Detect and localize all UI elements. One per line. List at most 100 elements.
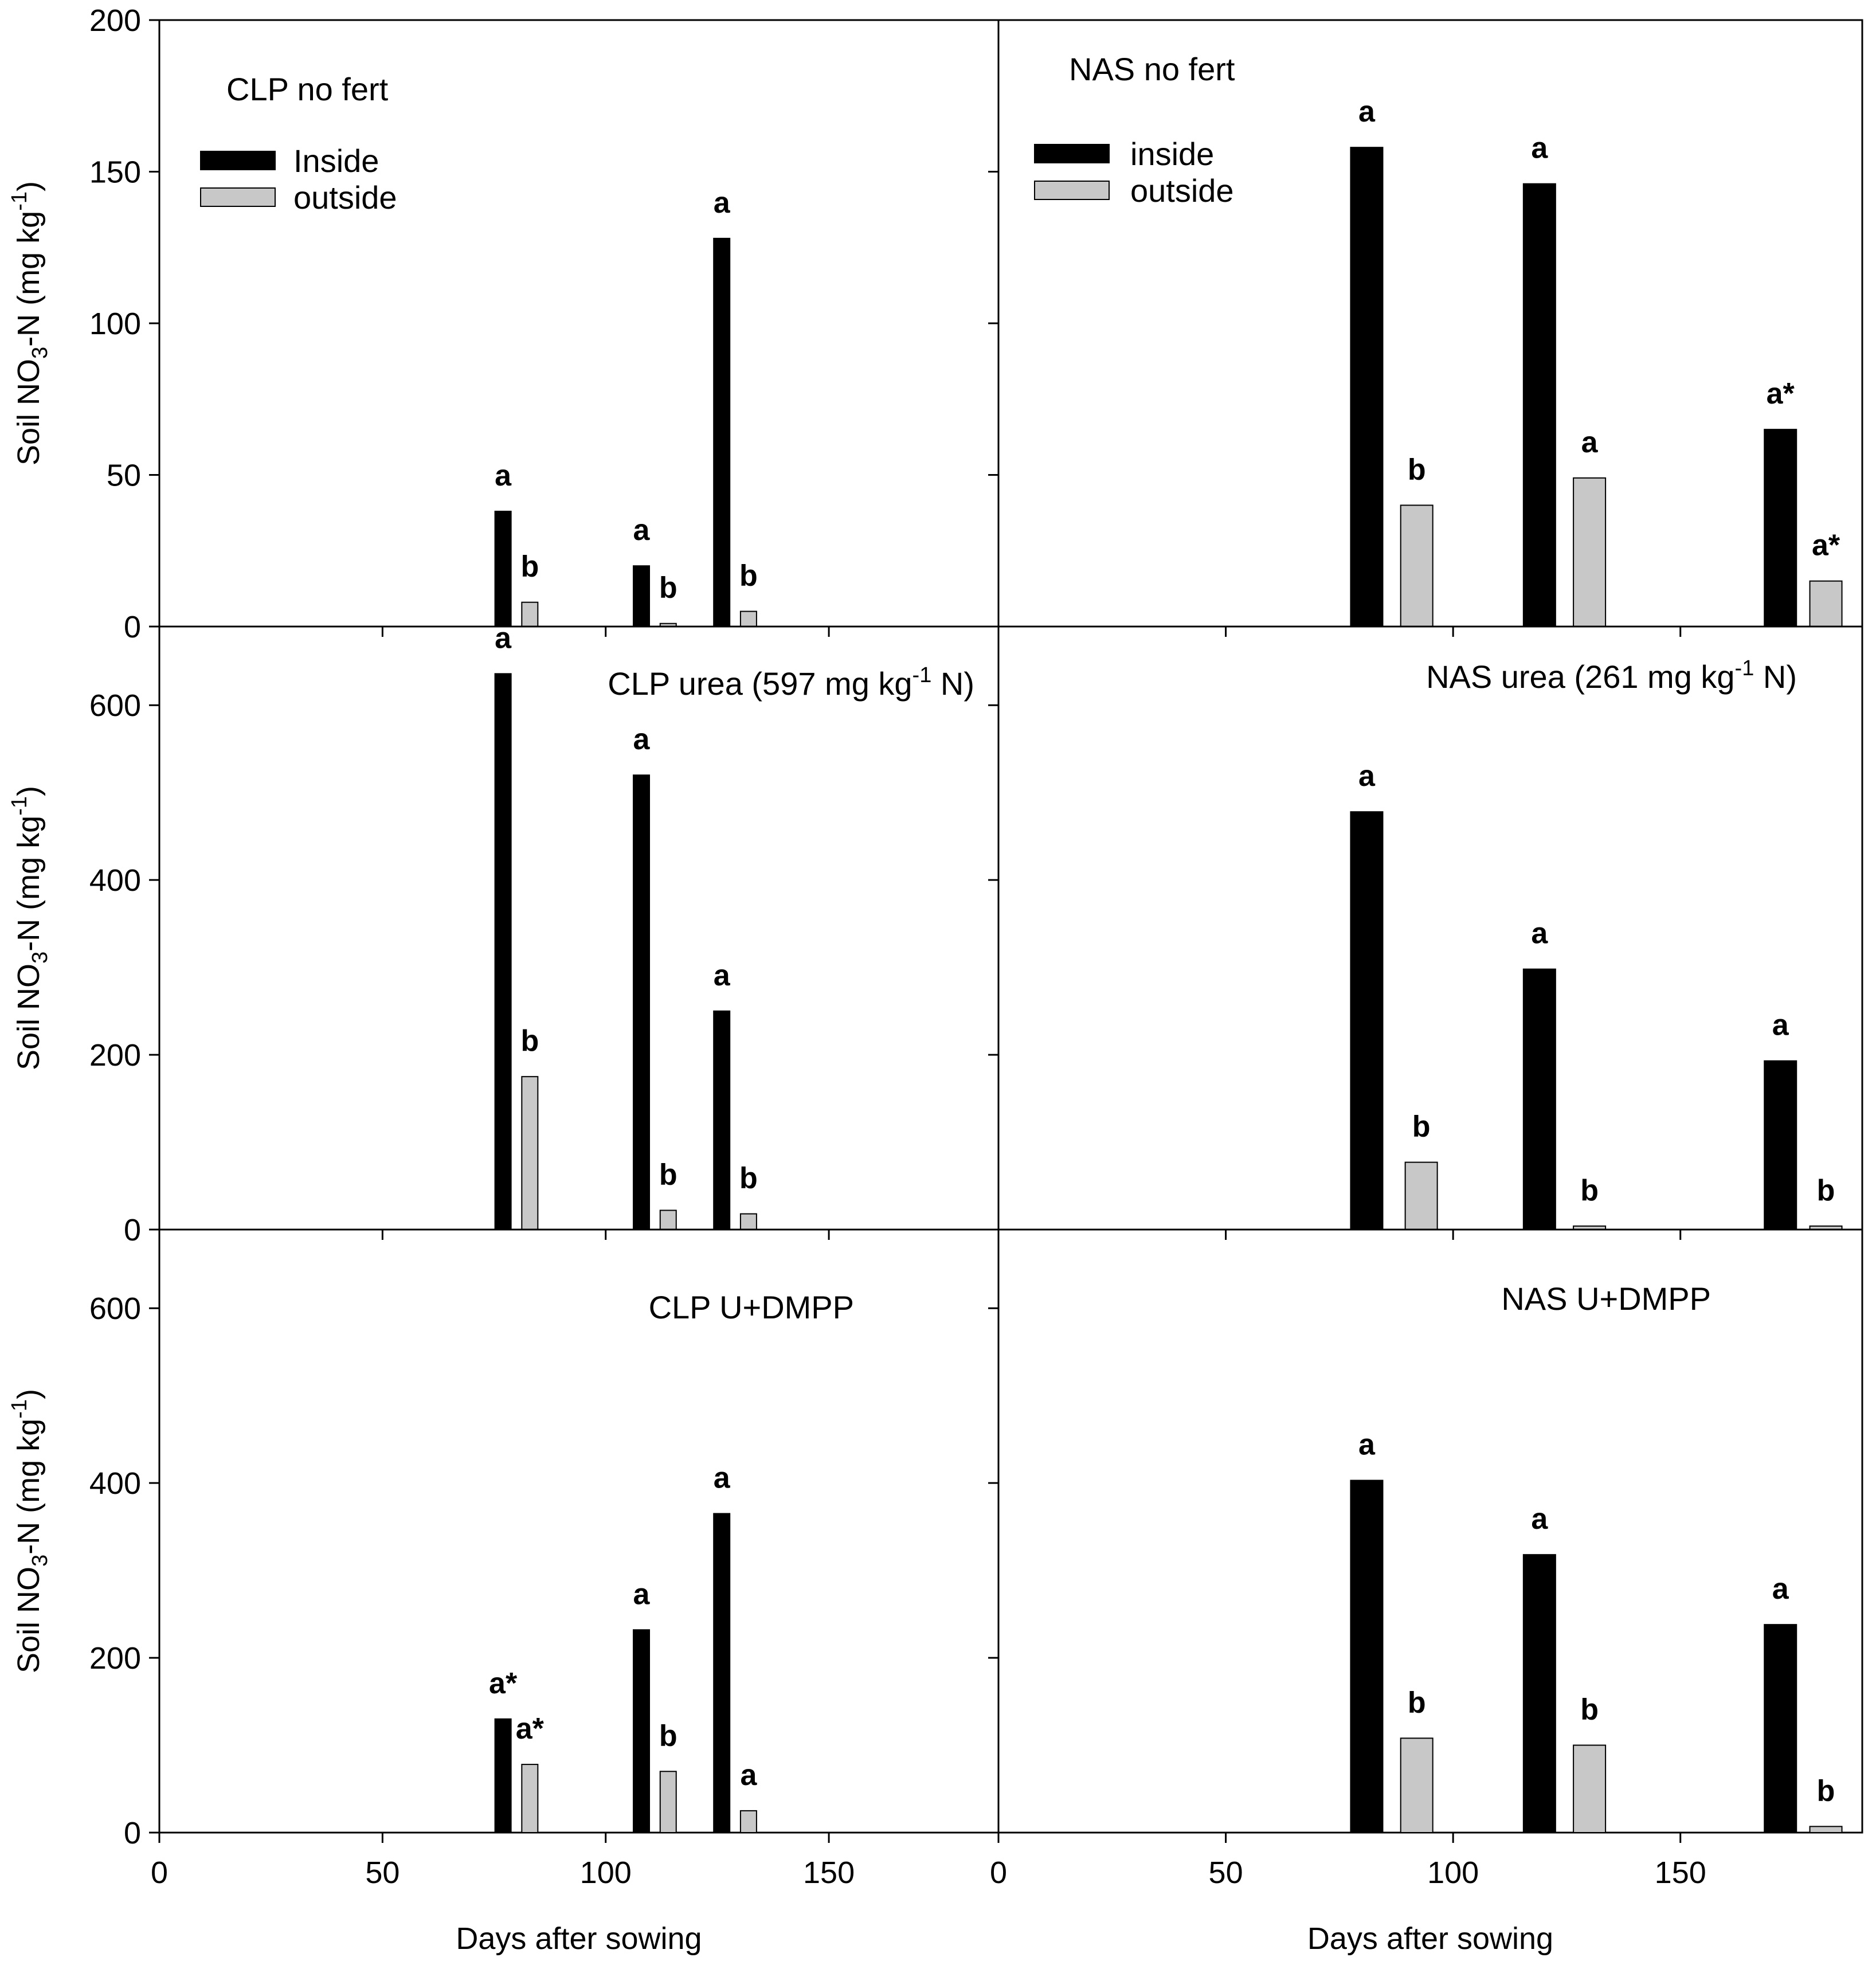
bar-inside xyxy=(1350,147,1384,627)
significance-label: a xyxy=(714,959,731,992)
x-tick-label: 0 xyxy=(990,1856,1007,1890)
bar-inside xyxy=(1522,183,1556,628)
y-axis-label: Soil NO3-N (mg kg-1) xyxy=(7,786,52,1070)
bar-outside xyxy=(521,1076,539,1230)
bar-outside xyxy=(739,1810,757,1833)
significance-label: a* xyxy=(489,1667,518,1700)
y-tick-label: 600 xyxy=(89,688,141,723)
panel-title: CLP U+DMPP xyxy=(649,1289,854,1325)
bar-inside xyxy=(1764,1060,1797,1230)
significance-label: b xyxy=(1580,1174,1599,1207)
bar-inside xyxy=(1350,811,1384,1230)
significance-label: b xyxy=(739,559,758,593)
plot-frame xyxy=(158,1228,1000,1834)
bar-inside xyxy=(494,1718,512,1834)
panel-title: NAS urea (261 mg kg-1 N) xyxy=(1426,656,1797,695)
y-tick-label: 400 xyxy=(89,1466,141,1501)
significance-label: a* xyxy=(1812,529,1840,562)
bar-outside xyxy=(659,1209,677,1231)
legend-swatch xyxy=(1034,144,1110,163)
significance-label: a xyxy=(633,1578,651,1611)
panel-3: 0 200 400 600 a a a b b b CLP urea (597 mg kg-1 N)… xyxy=(7,621,1000,1247)
x-axis-label: Days after sowing xyxy=(456,1921,702,1956)
significance-label: b xyxy=(1408,1686,1426,1719)
significance-label: a xyxy=(1772,1572,1789,1606)
significance-label: b xyxy=(659,1719,677,1752)
significance-label: a* xyxy=(516,1712,545,1745)
legend-swatch xyxy=(1034,181,1110,200)
bar-inside xyxy=(633,774,651,1230)
significance-label: a xyxy=(633,514,651,547)
legend-label: Inside xyxy=(293,143,379,179)
legend-swatch xyxy=(200,151,276,170)
bar-outside xyxy=(739,1213,757,1231)
significance-label: a xyxy=(714,1462,731,1495)
significance-label: a xyxy=(1581,426,1599,459)
x-tick-label: 50 xyxy=(365,1856,400,1890)
bar-outside xyxy=(1573,1744,1607,1833)
panel-title: CLP no fert xyxy=(226,71,389,107)
significance-label: a xyxy=(1531,917,1548,950)
y-tick-label: 200 xyxy=(89,3,141,38)
x-axis-label: Days after sowing xyxy=(1307,1921,1553,1956)
x-tick-label: 50 xyxy=(1209,1856,1243,1890)
significance-label: b xyxy=(1408,453,1426,486)
bar-inside xyxy=(494,510,512,627)
legend-label: outside xyxy=(1130,173,1234,209)
bar-inside xyxy=(1764,1624,1797,1833)
x-tick-label: 100 xyxy=(1427,1856,1479,1890)
bar-outside xyxy=(521,1764,539,1834)
x-tick-label: 0 xyxy=(151,1856,168,1890)
y-axis-label: Soil NO3-N (mg kg-1) xyxy=(7,181,52,465)
bar-outside xyxy=(1809,580,1843,628)
y-tick-label: 50 xyxy=(107,459,141,493)
significance-label: a xyxy=(1531,132,1548,165)
y-tick-label: 400 xyxy=(89,863,141,898)
bar-outside xyxy=(1400,504,1434,628)
bar-inside xyxy=(633,565,651,628)
panel-5: 0 200 400 600 0 50 100 150 a* a a a* b a CLP U+DMPP Soi… xyxy=(7,1228,1000,1956)
panel-title: CLP urea (597 mg kg-1 N) xyxy=(608,663,974,702)
y-tick-label: 200 xyxy=(89,1038,141,1072)
x-tick-label: 100 xyxy=(580,1856,632,1890)
y-tick-label: 200 xyxy=(89,1641,141,1676)
bar-inside xyxy=(1350,1479,1384,1833)
bar-outside xyxy=(521,601,539,628)
significance-label: a xyxy=(1358,95,1376,128)
significance-label: b xyxy=(520,550,539,584)
bar-inside xyxy=(713,237,731,627)
significance-label: b xyxy=(1817,1174,1835,1207)
panel-title: NAS U+DMPP xyxy=(1501,1281,1711,1317)
significance-label: a xyxy=(633,723,651,756)
legend-label: outside xyxy=(293,179,397,216)
significance-label: b xyxy=(659,572,677,605)
bar-outside xyxy=(1809,1826,1843,1834)
significance-label: b xyxy=(739,1162,758,1195)
bar-inside xyxy=(633,1629,651,1834)
y-tick-label: 0 xyxy=(124,1816,141,1850)
significance-label: b xyxy=(520,1024,539,1058)
bar-outside xyxy=(1404,1161,1438,1231)
significance-label: a xyxy=(1358,760,1376,793)
x-tick-label: 150 xyxy=(1655,1856,1706,1890)
bar-inside xyxy=(713,1010,731,1230)
plot-frame xyxy=(158,625,1000,1231)
significance-label: a xyxy=(1772,1009,1789,1042)
bar-outside xyxy=(1400,1737,1434,1833)
significance-label: a xyxy=(495,459,512,492)
y-tick-label: 100 xyxy=(89,307,141,341)
bar-inside xyxy=(494,673,512,1230)
legend-label: inside xyxy=(1130,136,1214,172)
significance-label: a xyxy=(1358,1428,1376,1462)
significance-label: a xyxy=(740,1759,757,1792)
y-tick-label: 0 xyxy=(124,610,141,644)
plot-frame xyxy=(158,19,1000,628)
significance-label: a xyxy=(714,186,731,220)
y-tick-label: 0 xyxy=(124,1213,141,1247)
panel-4: a a a b b b NAS urea (261 mg kg-1 N) xyxy=(988,625,1863,1240)
